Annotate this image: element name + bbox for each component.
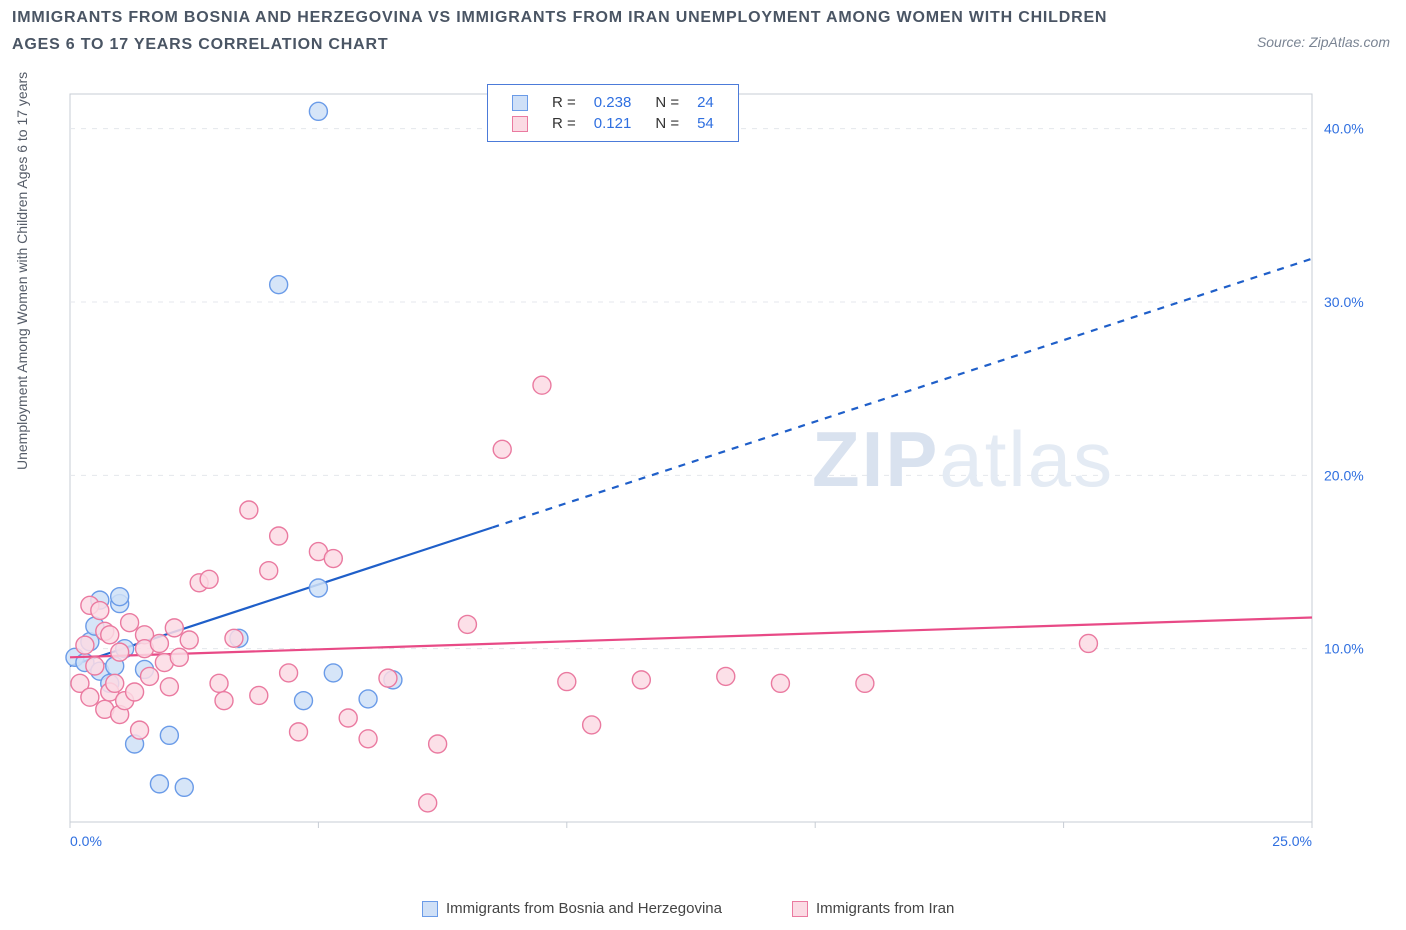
scatter-plot: 0.0%25.0%10.0%20.0%30.0%40.0% ZIPatlas R… xyxy=(52,84,1382,864)
data-point-iran xyxy=(632,671,650,689)
data-point-bosnia xyxy=(294,692,312,710)
legend-item-bosnia: Immigrants from Bosnia and Herzegovina xyxy=(422,900,722,917)
data-point-bosnia xyxy=(309,579,327,597)
source-label: Source: ZipAtlas.com xyxy=(1257,34,1390,50)
legend-label: Immigrants from Iran xyxy=(816,900,954,917)
data-point-iran xyxy=(771,674,789,692)
legend-item-iran: Immigrants from Iran xyxy=(792,900,954,917)
data-point-iran xyxy=(210,674,228,692)
x-tick-label: 25.0% xyxy=(1272,833,1312,849)
data-point-iran xyxy=(76,636,94,654)
y-tick-label: 30.0% xyxy=(1324,294,1364,310)
data-point-iran xyxy=(250,686,268,704)
data-point-iran xyxy=(121,614,139,632)
data-point-iran xyxy=(170,648,188,666)
stats-row-bosnia: R =0.238N =24 xyxy=(504,93,722,112)
data-point-iran xyxy=(180,631,198,649)
data-point-iran xyxy=(150,634,168,652)
data-point-iran xyxy=(558,673,576,691)
data-point-iran xyxy=(717,667,735,685)
data-point-iran xyxy=(359,730,377,748)
data-point-bosnia xyxy=(270,276,288,294)
data-point-bosnia xyxy=(309,102,327,120)
data-point-bosnia xyxy=(175,778,193,796)
chart-title: IMMIGRANTS FROM BOSNIA AND HERZEGOVINA V… xyxy=(12,4,1112,58)
data-point-iran xyxy=(165,619,183,637)
data-point-iran xyxy=(419,794,437,812)
data-point-iran xyxy=(131,721,149,739)
data-point-iran xyxy=(280,664,298,682)
data-point-iran xyxy=(583,716,601,734)
chart-svg: 0.0% 25.0% 10.0% 20.0% 30.0% 40.0% xyxy=(52,84,1382,864)
stats-legend-box: R =0.238N =24 R =0.121N =54 xyxy=(487,84,739,142)
data-point-iran xyxy=(140,667,158,685)
data-point-iran xyxy=(429,735,447,753)
data-point-iran xyxy=(856,674,874,692)
data-point-iran xyxy=(1079,634,1097,652)
data-point-iran xyxy=(91,602,109,620)
data-point-iran xyxy=(339,709,357,727)
data-point-iran xyxy=(324,550,342,568)
data-point-bosnia xyxy=(150,775,168,793)
data-point-iran xyxy=(101,626,119,644)
data-point-iran xyxy=(126,683,144,701)
data-point-bosnia xyxy=(111,588,129,606)
y-tick-label: 20.0% xyxy=(1324,467,1364,483)
data-point-iran xyxy=(200,570,218,588)
data-point-iran xyxy=(270,527,288,545)
data-point-iran xyxy=(260,562,278,580)
legend-label: Immigrants from Bosnia and Herzegovina xyxy=(446,900,722,917)
data-point-iran xyxy=(111,643,129,661)
data-point-iran xyxy=(458,615,476,633)
data-point-bosnia xyxy=(160,726,178,744)
data-point-iran xyxy=(86,657,104,675)
data-point-bosnia xyxy=(324,664,342,682)
data-point-iran xyxy=(533,376,551,394)
data-point-bosnia xyxy=(359,690,377,708)
x-tick-label: 0.0% xyxy=(70,833,102,849)
data-point-iran xyxy=(493,440,511,458)
data-point-iran xyxy=(215,692,233,710)
data-point-iran xyxy=(160,678,178,696)
data-point-iran xyxy=(379,669,397,687)
data-point-iran xyxy=(106,674,124,692)
stats-row-iran: R =0.121N =54 xyxy=(504,114,722,133)
y-tick-label: 40.0% xyxy=(1324,121,1364,137)
data-point-iran xyxy=(240,501,258,519)
data-point-iran xyxy=(225,629,243,647)
y-tick-label: 10.0% xyxy=(1324,641,1364,657)
data-point-iran xyxy=(290,723,308,741)
y-axis-label: Unemployment Among Women with Children A… xyxy=(14,72,30,470)
data-point-iran xyxy=(81,688,99,706)
